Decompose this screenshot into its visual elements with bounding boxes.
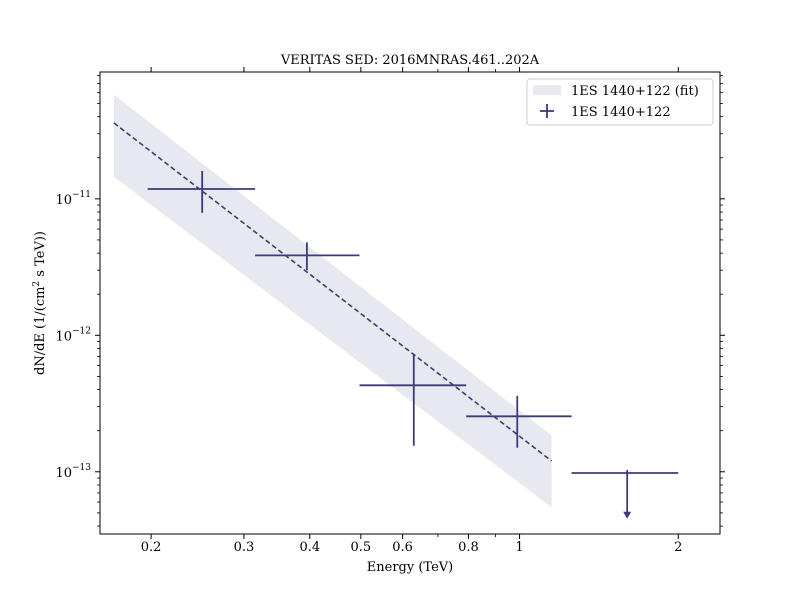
data-point-3	[359, 354, 467, 446]
legend: 1ES 1440+122 (fit) 1ES 1440+122	[526, 78, 714, 126]
x-tick-label: 0.4	[299, 540, 320, 555]
x-tick-label: 0.6	[392, 540, 413, 555]
x-tick-label: 0.2	[141, 540, 162, 555]
legend-swatch-points	[540, 104, 554, 118]
legend-box	[526, 78, 714, 126]
data-point-4	[466, 395, 572, 448]
data-point-5	[571, 470, 679, 519]
chart-title: VERITAS SED: 2016MNRAS.461..202A	[280, 53, 540, 68]
upper-limit-arrowhead	[623, 511, 632, 519]
data-point-1	[147, 170, 256, 213]
y-tick-label: 10−12	[55, 326, 91, 344]
legend-label-points: 1ES 1440+122	[571, 105, 671, 120]
x-axis-label: Energy (TeV)	[367, 560, 453, 575]
y-axis-label-main: dN/dE (1/(cm	[33, 287, 48, 375]
x-tick-label: 2	[674, 540, 682, 555]
y-axis-label: dN/dE (1/(cm2 s TeV))	[32, 231, 48, 375]
data-point-2	[255, 242, 360, 271]
y-axis-label-superscript: 2	[32, 281, 42, 287]
x-tick-label: 0.5	[351, 540, 372, 555]
plot-layer	[113, 94, 679, 519]
fit-confidence-band	[113, 94, 552, 508]
y-tick-label: 10−13	[55, 463, 91, 481]
x-tick-label: 0.8	[458, 540, 479, 555]
x-tick-label: 1	[515, 540, 523, 555]
fit-line	[113, 122, 553, 462]
legend-label-fit: 1ES 1440+122 (fit)	[571, 84, 699, 99]
y-tick-label: 10−11	[55, 190, 91, 208]
axes-frame	[99, 71, 721, 535]
legend-swatch-fit-band	[533, 85, 561, 95]
x-tick-label: 0.3	[234, 540, 255, 555]
tick-layer: 0.2 0.3 0.4 0.5 0.6 0.8 1 2 10−13 10−12 10−11	[55, 67, 725, 555]
y-axis-label-units: s TeV))	[33, 231, 48, 281]
